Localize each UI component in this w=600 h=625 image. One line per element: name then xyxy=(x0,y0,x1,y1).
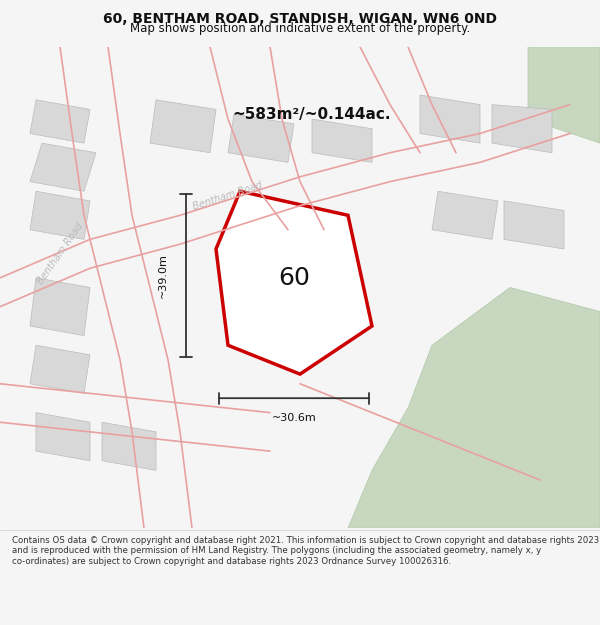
Polygon shape xyxy=(420,95,480,143)
Polygon shape xyxy=(228,114,294,162)
Text: Bentham Road: Bentham Road xyxy=(192,180,264,212)
Polygon shape xyxy=(492,104,552,152)
Polygon shape xyxy=(432,191,498,239)
Polygon shape xyxy=(30,100,90,143)
Text: 60, BENTHAM ROAD, STANDISH, WIGAN, WN6 0ND: 60, BENTHAM ROAD, STANDISH, WIGAN, WN6 0… xyxy=(103,12,497,26)
Polygon shape xyxy=(216,191,372,374)
Text: 60: 60 xyxy=(278,266,310,290)
Polygon shape xyxy=(102,422,156,471)
Polygon shape xyxy=(312,119,372,162)
Polygon shape xyxy=(528,47,600,143)
Text: ~39.0m: ~39.0m xyxy=(158,253,168,298)
Polygon shape xyxy=(228,268,312,336)
Text: Contains OS data © Crown copyright and database right 2021. This information is : Contains OS data © Crown copyright and d… xyxy=(12,536,599,566)
Text: ~30.6m: ~30.6m xyxy=(272,412,316,422)
Polygon shape xyxy=(150,100,216,152)
Text: Map shows position and indicative extent of the property.: Map shows position and indicative extent… xyxy=(130,22,470,35)
Polygon shape xyxy=(504,201,564,249)
Polygon shape xyxy=(36,412,90,461)
Polygon shape xyxy=(30,191,90,239)
Polygon shape xyxy=(30,345,90,393)
Polygon shape xyxy=(348,288,600,528)
Text: Bentham Road: Bentham Road xyxy=(35,221,85,286)
Polygon shape xyxy=(30,143,96,191)
Text: ~583m²/~0.144ac.: ~583m²/~0.144ac. xyxy=(233,107,391,122)
Polygon shape xyxy=(30,278,90,336)
